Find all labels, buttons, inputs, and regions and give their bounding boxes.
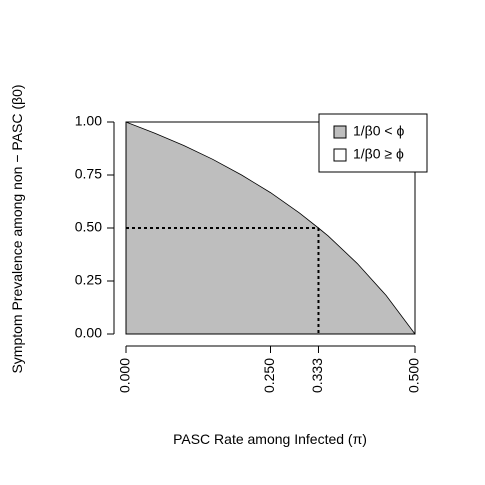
y-tick-label: 0.50 bbox=[75, 219, 102, 235]
x-axis-label: PASC Rate among Infected (π) bbox=[173, 431, 367, 447]
x-tick-label: 0.000 bbox=[117, 358, 133, 393]
x-tick-label: 0.333 bbox=[309, 358, 325, 393]
plot-frame bbox=[125, 121, 416, 335]
x-tick-label: 0.500 bbox=[406, 358, 422, 393]
plot-area bbox=[125, 121, 416, 335]
legend-box bbox=[318, 113, 428, 173]
y-tick-label: 0.75 bbox=[75, 166, 102, 182]
legend-swatch bbox=[333, 125, 347, 139]
y-tick-label: 0.00 bbox=[75, 325, 102, 341]
y-tick-label: 0.25 bbox=[75, 272, 102, 288]
legend: 1/β0 < ϕ 1/β0 ≥ ϕ bbox=[318, 113, 428, 173]
x-axis: 0.000 0.250 0.333 0.500 bbox=[117, 345, 422, 393]
boundary-curve bbox=[125, 121, 416, 335]
legend-label: 1/β0 ≥ ϕ bbox=[353, 146, 404, 162]
y-axis: 0.00 0.25 0.50 0.75 1.00 bbox=[75, 113, 115, 341]
y-tick-label: 1.00 bbox=[75, 113, 102, 129]
legend-label: 1/β0 < ϕ bbox=[353, 123, 404, 139]
legend-swatch bbox=[333, 148, 347, 162]
y-axis-label: Symptom Prevalence among non − PASC (β0) bbox=[9, 84, 25, 373]
x-tick-label: 0.250 bbox=[261, 358, 277, 393]
